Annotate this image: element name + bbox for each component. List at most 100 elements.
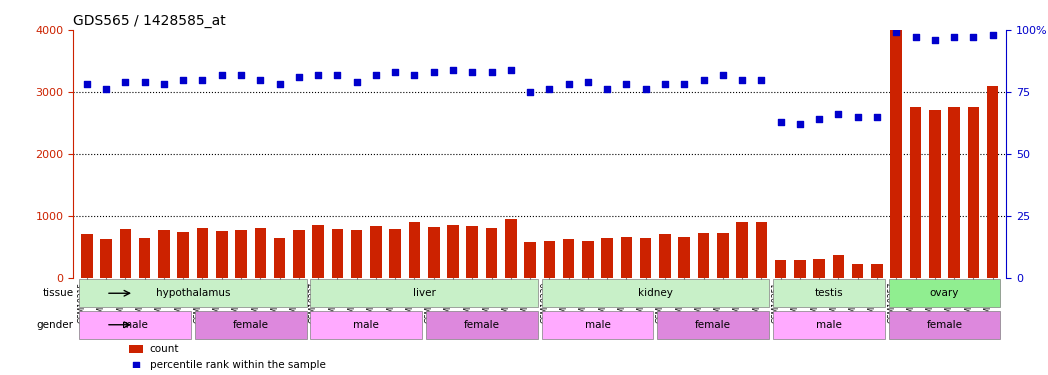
Bar	[833, 255, 845, 278]
Point	[945, 34, 962, 40]
Point	[984, 32, 1001, 38]
Bar	[620, 237, 632, 278]
Point	[869, 114, 886, 120]
Bar	[447, 225, 459, 278]
Text: male: male	[122, 320, 148, 330]
Bar	[486, 228, 498, 278]
Bar	[678, 237, 690, 278]
Point	[310, 72, 327, 78]
Point	[444, 67, 461, 73]
FancyBboxPatch shape	[772, 310, 885, 339]
Text: female: female	[695, 320, 732, 330]
Bar	[813, 259, 825, 278]
Point	[791, 121, 808, 127]
Point	[541, 86, 558, 92]
Point	[194, 76, 211, 82]
Bar	[466, 226, 478, 278]
Point	[425, 69, 442, 75]
Bar	[235, 231, 246, 278]
Text: hypothalamus: hypothalamus	[155, 288, 231, 298]
Point	[387, 69, 403, 75]
FancyBboxPatch shape	[542, 279, 769, 308]
Point	[598, 86, 615, 92]
Text: female: female	[464, 320, 500, 330]
Point	[522, 89, 539, 95]
Text: female: female	[926, 320, 962, 330]
Point	[464, 69, 481, 75]
Point	[676, 81, 693, 87]
Bar	[119, 229, 131, 278]
Text: GDS565 / 1428585_at: GDS565 / 1428585_at	[73, 13, 226, 28]
Point	[155, 81, 172, 87]
Point	[329, 72, 346, 78]
Text: male: male	[585, 320, 611, 330]
Bar	[428, 227, 439, 278]
Bar	[139, 238, 151, 278]
FancyBboxPatch shape	[310, 310, 422, 339]
Point	[849, 114, 866, 120]
Point	[715, 72, 732, 78]
FancyBboxPatch shape	[310, 279, 538, 308]
FancyBboxPatch shape	[80, 279, 306, 308]
Bar	[891, 30, 902, 278]
FancyBboxPatch shape	[427, 310, 538, 339]
Point	[214, 72, 231, 78]
Bar	[197, 228, 209, 278]
Point	[348, 79, 365, 85]
Point	[290, 74, 307, 80]
Bar	[640, 238, 652, 278]
Text: percentile rank within the sample: percentile rank within the sample	[150, 360, 326, 370]
Bar	[331, 229, 343, 278]
Bar	[524, 242, 536, 278]
Bar	[987, 86, 999, 278]
Bar	[756, 222, 767, 278]
Point	[406, 72, 422, 78]
Bar	[370, 226, 381, 278]
Point	[888, 30, 904, 36]
Bar	[293, 231, 305, 278]
Point	[233, 72, 249, 78]
Point	[483, 69, 500, 75]
Point	[772, 118, 789, 124]
Bar	[409, 222, 420, 278]
Text: female: female	[233, 320, 268, 330]
Bar	[659, 234, 671, 278]
Text: liver: liver	[413, 288, 436, 298]
Bar	[101, 238, 112, 278]
Bar	[177, 232, 189, 278]
Bar	[967, 107, 979, 278]
Bar	[910, 107, 921, 278]
Bar	[717, 233, 728, 278]
FancyBboxPatch shape	[80, 310, 191, 339]
Bar	[158, 231, 170, 278]
FancyBboxPatch shape	[195, 310, 306, 339]
Point	[97, 86, 114, 92]
Bar	[737, 222, 748, 278]
Point	[271, 81, 288, 87]
Bar	[129, 345, 144, 352]
Text: male: male	[815, 320, 842, 330]
Bar	[544, 241, 555, 278]
Point	[252, 76, 268, 82]
Point	[79, 81, 95, 87]
Point	[502, 67, 519, 73]
Text: male: male	[353, 320, 379, 330]
Bar	[351, 231, 363, 278]
Bar	[582, 241, 593, 278]
Bar	[255, 228, 266, 278]
Bar	[216, 231, 227, 278]
Bar	[852, 264, 864, 278]
Text: testis: testis	[814, 288, 843, 298]
Text: kidney: kidney	[638, 288, 673, 298]
Bar	[698, 233, 709, 278]
Text: count: count	[150, 344, 179, 354]
Point	[117, 79, 134, 85]
Point	[811, 116, 828, 122]
Bar	[563, 239, 574, 278]
FancyBboxPatch shape	[889, 310, 1000, 339]
Point	[657, 81, 674, 87]
Point	[830, 111, 847, 117]
FancyBboxPatch shape	[542, 310, 653, 339]
Point	[136, 79, 153, 85]
Point	[695, 76, 712, 82]
